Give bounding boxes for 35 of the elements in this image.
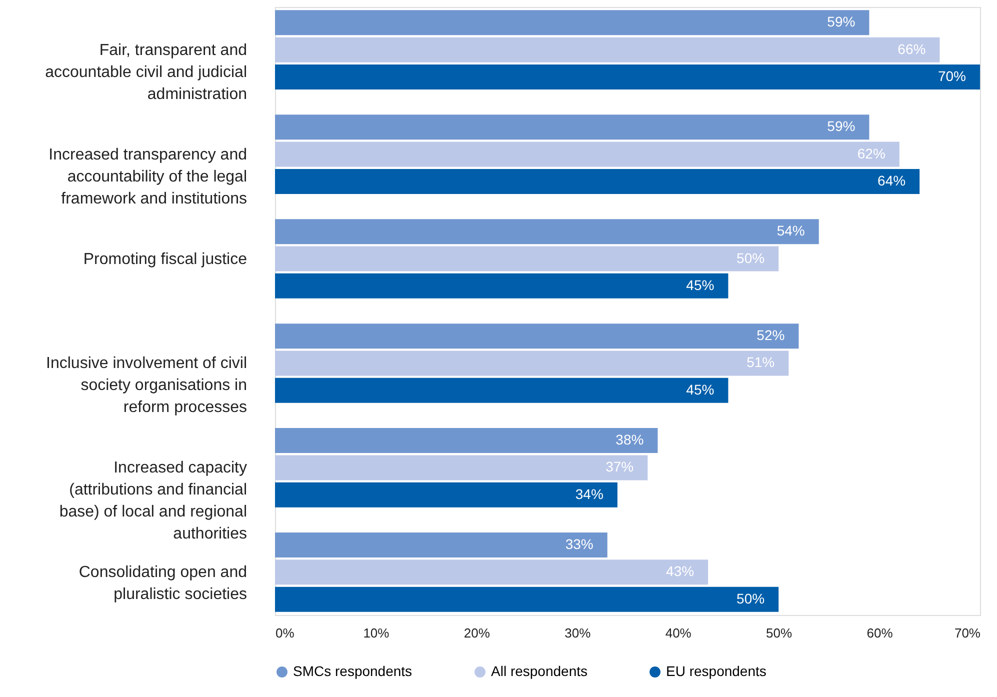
data-label: 38%: [616, 432, 644, 448]
x-tick-label: 30%: [564, 626, 592, 640]
data-label: 45%: [686, 276, 714, 293]
data-label: 33%: [565, 536, 594, 552]
y-tick-label: Consolidating open and pluralistic societies: [78, 564, 247, 604]
y-tick-label: Fair, transparent and accountable civil and judicial administration: [45, 42, 247, 103]
data-label: 64%: [878, 172, 906, 188]
data-label: 51%: [746, 354, 775, 370]
legend-label: All respondents: [491, 663, 588, 679]
y-tick-label: Increased transparency and accountability of the legal framework and institutions: [48, 146, 247, 208]
x-tick-label: 50%: [766, 626, 793, 640]
data-label: 52%: [756, 327, 785, 344]
data-label: 59%: [827, 14, 856, 30]
data-label: 66%: [898, 40, 926, 57]
data-label: 59%: [827, 118, 856, 134]
x-tick-label: 70%: [954, 626, 981, 640]
data-label: 54%: [776, 222, 805, 239]
data-label: 50%: [736, 250, 765, 266]
x-tick-label: 20%: [464, 626, 490, 640]
legend-label: SMCs respondents: [293, 663, 412, 679]
data-label: 34%: [575, 486, 604, 502]
data-label: 45%: [686, 381, 714, 398]
x-tick-label: 0%: [276, 626, 295, 640]
x-tick-label: 10%: [363, 626, 390, 640]
data-label: 37%: [606, 458, 634, 475]
data-label: 50%: [736, 590, 765, 606]
data-label: 62%: [857, 145, 886, 162]
legend-label: EU respondents: [666, 663, 766, 679]
y-tick-label: Increased capacity (attributions and financial base) of local and regional authorities: [59, 460, 247, 543]
x-tick-label: 60%: [866, 626, 894, 640]
x-tick-label: 40%: [665, 626, 692, 640]
data-label: 70%: [938, 68, 966, 84]
y-tick-label: Promoting fiscal justice: [83, 250, 248, 268]
data-label: 43%: [666, 563, 694, 580]
y-tick-label: Inclusive involvement of civil society organisations in reform processes: [46, 355, 247, 416]
